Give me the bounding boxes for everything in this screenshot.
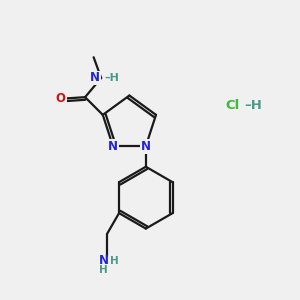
Text: H: H	[110, 256, 119, 266]
Text: H: H	[99, 265, 108, 275]
Text: Cl: Cl	[225, 99, 240, 112]
Text: N: N	[99, 254, 109, 267]
Text: –H: –H	[105, 73, 120, 83]
Text: –H: –H	[244, 99, 262, 112]
Text: N: N	[90, 71, 100, 85]
Text: N: N	[141, 140, 151, 153]
Text: N: N	[108, 140, 118, 153]
Text: O: O	[56, 92, 66, 105]
